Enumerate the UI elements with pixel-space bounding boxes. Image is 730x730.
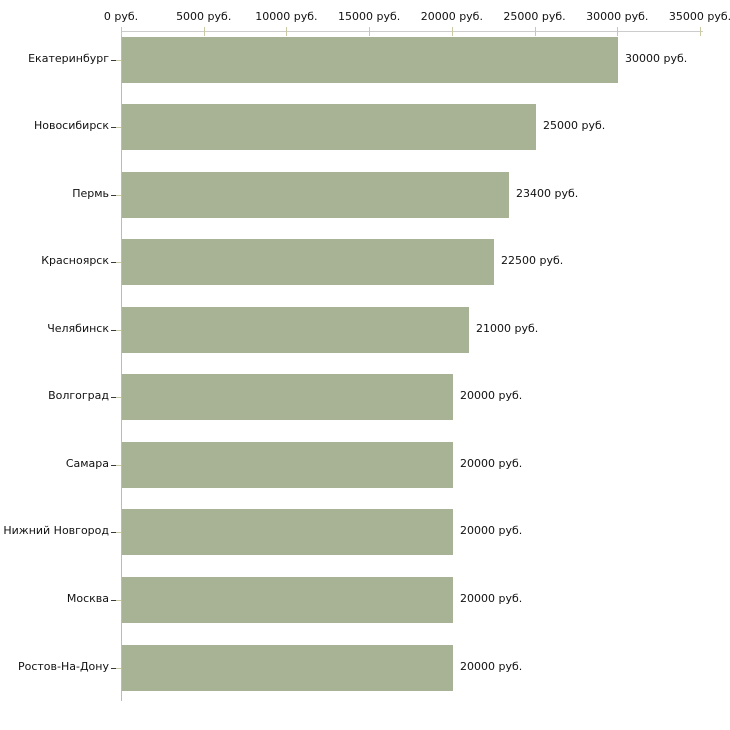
bar-Пермь	[122, 171, 509, 218]
category-label: Челябинск	[47, 321, 109, 335]
x-axis-tick-label: 35000 руб.	[668, 10, 730, 23]
x-axis-tick-mark	[534, 27, 536, 36]
value-label: 20000 руб.	[460, 524, 523, 538]
bar-Волгоград	[122, 374, 453, 421]
x-axis-tick-mark	[700, 27, 701, 36]
bar-Москва	[122, 576, 453, 623]
y-axis-line	[121, 31, 122, 701]
x-axis-tick-label: 25000 руб.	[503, 10, 566, 23]
x-axis-tick-label: 10000 руб.	[255, 10, 318, 23]
x-axis-tick-label: 20000 руб.	[420, 10, 483, 23]
category-tick-mark	[116, 60, 121, 61]
category-tick-mark	[116, 465, 121, 466]
bar-Самара	[122, 441, 453, 488]
bar-Екатеринбург	[122, 36, 618, 83]
category-label: Екатеринбург	[28, 51, 109, 65]
category-tick-mark	[116, 397, 121, 398]
category-tick-dash	[111, 668, 116, 669]
value-label: 30000 руб.	[625, 51, 688, 65]
category-tick-dash	[111, 600, 116, 601]
category-tick-mark	[116, 532, 121, 533]
category-tick-mark	[116, 195, 121, 196]
value-label: 20000 руб.	[460, 659, 523, 673]
category-tick-mark	[116, 600, 121, 601]
bar-Ростов-На-Дону	[122, 644, 453, 691]
x-axis-tick-mark	[286, 27, 288, 36]
bar-Новосибирск	[122, 104, 536, 151]
value-label: 25000 руб.	[543, 119, 606, 133]
category-label: Самара	[65, 456, 109, 470]
x-axis-tick-label: 30000 руб.	[586, 10, 649, 23]
category-tick-dash	[111, 262, 116, 263]
x-axis-tick-label: 5000 руб.	[176, 10, 232, 23]
category-label: Ростов-На-Дону	[17, 659, 109, 673]
category-tick-dash	[111, 60, 116, 61]
x-axis-tick-mark	[451, 27, 453, 36]
category-tick-dash	[111, 532, 116, 533]
bar-Челябинск	[122, 306, 469, 353]
x-axis-tick-mark	[203, 27, 205, 36]
x-axis-tick-label: 15000 руб.	[338, 10, 401, 23]
category-tick-mark	[116, 262, 121, 263]
category-tick-mark	[116, 127, 121, 128]
category-tick-dash	[111, 195, 116, 196]
x-axis-tick-mark	[369, 27, 371, 36]
category-label: Новосибирск	[33, 119, 109, 133]
bar-Красноярск	[122, 239, 494, 286]
bar-Нижний Новгород	[122, 509, 453, 556]
category-tick-mark	[116, 330, 121, 331]
category-label: Волгоград	[48, 389, 109, 403]
value-label: 20000 руб.	[460, 389, 523, 403]
x-axis-tick-label: 0 руб.	[103, 10, 139, 23]
value-label: 22500 руб.	[501, 254, 564, 268]
category-label: Москва	[66, 591, 109, 605]
category-tick-dash	[111, 397, 116, 398]
category-tick-mark	[116, 668, 121, 669]
x-axis-tick-mark	[617, 27, 619, 36]
category-tick-dash	[111, 127, 116, 128]
category-label: Красноярск	[41, 254, 109, 268]
category-tick-dash	[111, 465, 116, 466]
category-label: Пермь	[72, 186, 109, 200]
value-label: 23400 руб.	[516, 186, 579, 200]
category-tick-dash	[111, 330, 116, 331]
value-label: 21000 руб.	[476, 321, 539, 335]
value-label: 20000 руб.	[460, 591, 523, 605]
value-label: 20000 руб.	[460, 456, 523, 470]
x-axis-line	[121, 31, 703, 32]
category-label: Нижний Новгород	[3, 524, 109, 538]
x-axis-tick-mark	[121, 27, 122, 36]
